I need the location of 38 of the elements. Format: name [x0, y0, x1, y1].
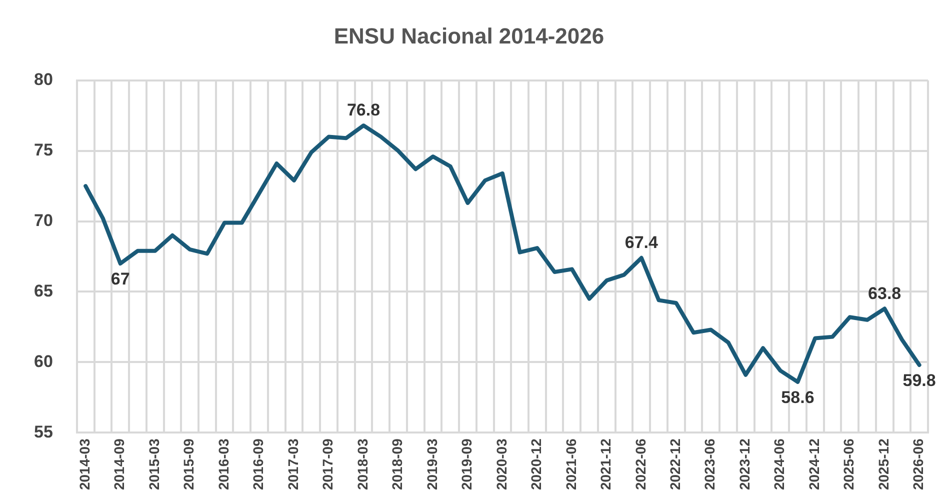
x-tick-label: 2017-09 [320, 438, 336, 490]
data-label: 67.4 [624, 233, 658, 252]
y-tick-label: 60 [34, 352, 53, 371]
x-tick-label: 2025-12 [875, 438, 892, 490]
x-tick-label: 2023-06 [702, 438, 718, 490]
x-tick-label: 2018-03 [354, 438, 370, 490]
x-tick-label: 2016-09 [250, 438, 266, 490]
y-tick-label: 80 [34, 70, 53, 90]
x-tick-label: 2021-06 [562, 438, 579, 490]
x-tick-label: 2014-09 [111, 438, 128, 490]
y-tick-label: 65 [34, 281, 53, 300]
data-label: 67 [110, 270, 130, 289]
x-tick-label: 2016-03 [215, 438, 232, 490]
data-label: 58.6 [781, 388, 814, 408]
x-tick-label: 2020-03 [493, 438, 510, 490]
x-tick-label: 2022-12 [667, 438, 684, 490]
chart-title: ENSU Nacional 2014-2026 [334, 23, 604, 48]
x-tick-label: 2015-03 [146, 438, 162, 490]
data-label: 59.8 [902, 371, 936, 390]
x-tick-label: 2023-12 [736, 438, 752, 490]
y-tick-label: 75 [34, 140, 53, 160]
x-tick-label: 2024-12 [806, 438, 822, 490]
x-tick-label: 2019-03 [424, 438, 440, 490]
x-tick-label: 2024-06 [771, 438, 788, 490]
y-tick-label: 55 [34, 422, 53, 442]
x-tick-label: 2022-06 [632, 438, 648, 490]
x-tick-label: 2019-09 [458, 438, 475, 490]
x-tick-label: 2021-12 [598, 438, 614, 490]
data-label: 63.8 [868, 284, 902, 303]
data-label: 76.8 [346, 100, 380, 120]
x-tick-label: 2014-03 [76, 438, 92, 490]
y-tick-label: 70 [34, 210, 53, 230]
x-tick-label: 2015-09 [180, 438, 197, 490]
x-tick-label: 2018-09 [389, 438, 406, 490]
x-tick-label: 2020-12 [528, 438, 544, 490]
x-tick-label: 2026-06 [910, 438, 926, 490]
x-tick-label: 2025-06 [840, 438, 857, 490]
x-tick-label: 2017-03 [284, 438, 301, 490]
